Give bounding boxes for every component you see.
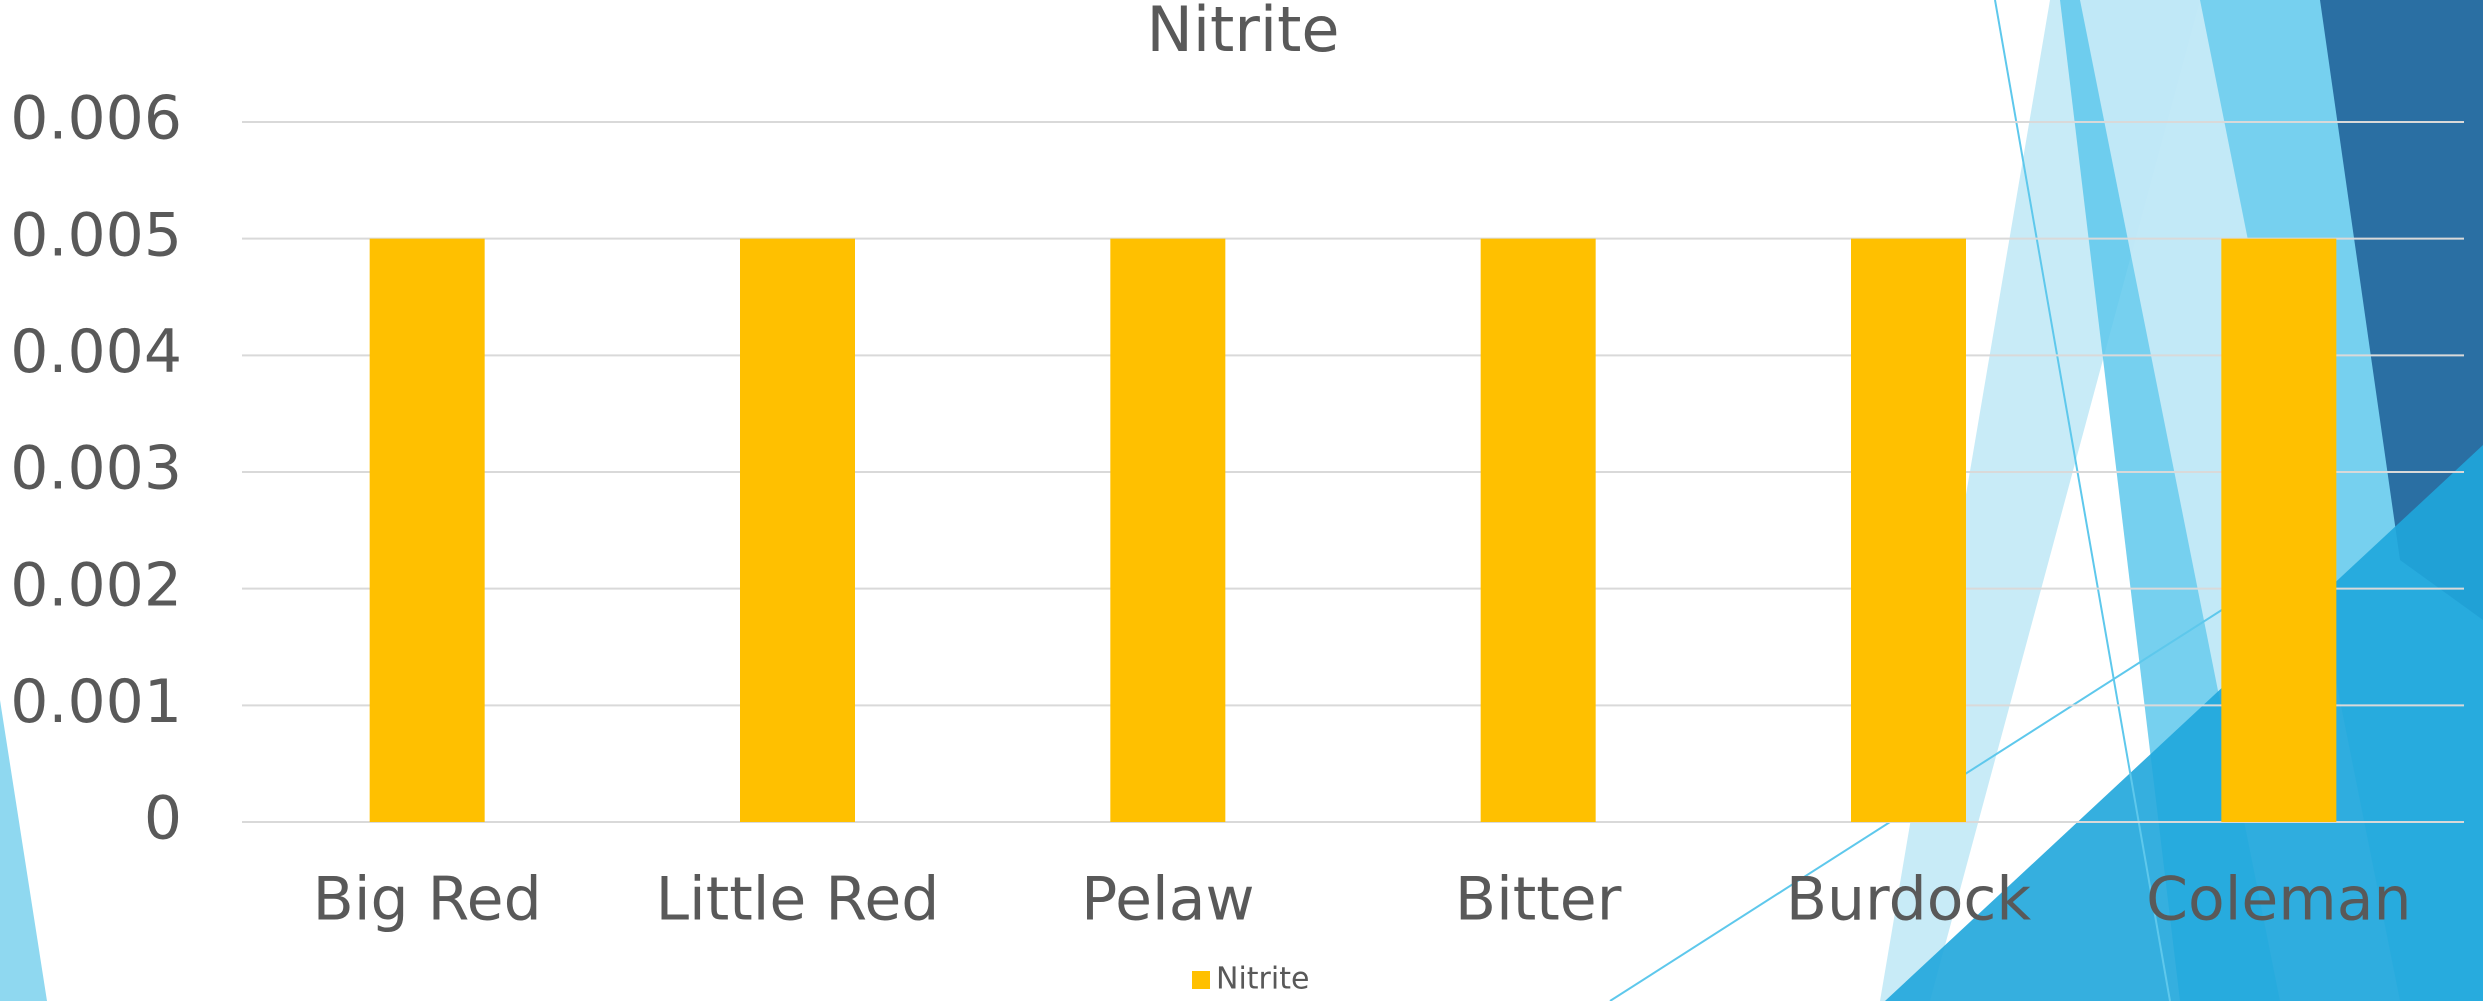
bar: [1851, 238, 1966, 822]
bar: [1480, 238, 1596, 822]
x-tick-label: Burdock: [1786, 865, 2032, 935]
decor-shape: [2320, 0, 2483, 620]
chart-title: Nitrite: [1146, 0, 1339, 66]
legend-swatch: [1192, 971, 1210, 989]
bar: [740, 238, 855, 822]
x-tick-label: Pelaw: [1081, 865, 1254, 935]
bar: [369, 238, 485, 822]
decor-line: [1994, 0, 2171, 1001]
x-tick-label: Big Red: [313, 865, 542, 935]
y-tick-label: 0.003: [10, 434, 182, 504]
x-tick-label: Coleman: [2146, 865, 2411, 935]
bar: [1110, 238, 1226, 822]
y-tick-label: 0.004: [10, 317, 182, 387]
x-tick-label: Bitter: [1455, 865, 1622, 935]
y-tick-label: 0.006: [10, 84, 182, 154]
legend-label: Nitrite: [1216, 962, 1309, 997]
y-tick-label: 0.001: [10, 667, 182, 737]
y-tick-label: 0.002: [10, 550, 182, 620]
x-tick-label: Little Red: [656, 865, 940, 935]
y-tick-label: 0.005: [10, 200, 182, 270]
y-tick-label: 0: [144, 784, 182, 854]
bar: [2221, 238, 2337, 822]
decor-shape: [0, 700, 47, 1001]
